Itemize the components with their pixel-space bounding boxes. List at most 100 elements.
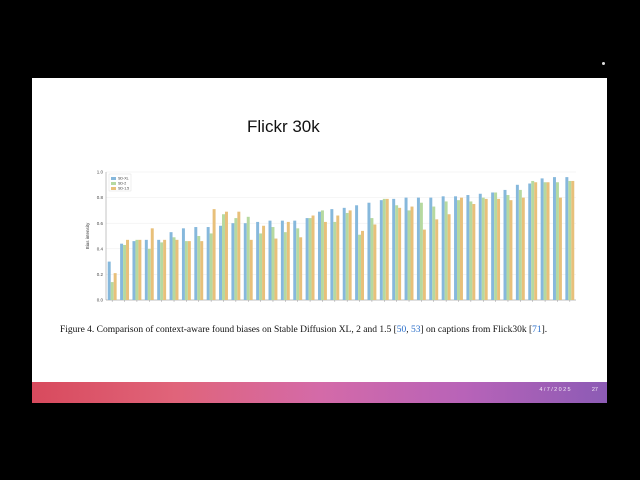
bar-sd-xl	[491, 192, 495, 300]
bar-sd-1-5	[558, 197, 562, 300]
bar-sd-1-5	[311, 215, 315, 300]
legend-label: SD-XL	[118, 177, 129, 181]
bar-sd-xl	[478, 193, 482, 300]
bar-sd-1-5	[175, 239, 179, 300]
bar-sd-2	[296, 228, 300, 300]
y-tick-label: 0.6	[97, 221, 104, 226]
cursor-dot	[602, 62, 605, 65]
bar-sd-1-5	[323, 221, 327, 300]
bar-sd-1-5	[521, 197, 525, 300]
bar-sd-2	[469, 201, 473, 300]
bar-sd-1-5	[571, 180, 575, 300]
bar-sd-xl	[120, 243, 124, 300]
bar-sd-xl	[503, 189, 507, 300]
bar-sd-2	[172, 237, 176, 300]
bar-sd-1-5	[348, 210, 352, 300]
bar-sd-2	[160, 242, 164, 300]
bar-sd-1-5	[546, 182, 550, 300]
legend-swatch	[111, 187, 116, 190]
bar-sd-xl	[169, 232, 173, 300]
bar-sd-1-5	[200, 241, 204, 300]
bar-sd-1-5	[497, 198, 501, 300]
bar-sd-2	[543, 182, 547, 300]
legend-label: SD-1.5	[118, 187, 129, 191]
bar-sd-2	[271, 227, 275, 300]
bar-sd-2	[457, 200, 460, 300]
bar-sd-1-5	[163, 239, 167, 300]
bar-sd-1-5	[286, 221, 290, 300]
bar-sd-xl	[379, 200, 383, 300]
bar-sd-1-5	[484, 198, 488, 300]
bar-sd-2	[506, 195, 510, 300]
bar-sd-xl	[330, 209, 334, 300]
bar-sd-xl	[317, 211, 321, 300]
bar-sd-2	[234, 218, 238, 300]
bar-sd-xl	[243, 223, 247, 300]
bar-sd-2	[518, 189, 522, 300]
footer-gradient-bar	[32, 382, 607, 403]
bar-sd-1-5	[299, 237, 303, 300]
citation-link-a[interactable]: 50	[396, 325, 407, 335]
bar-sd-2	[494, 192, 498, 300]
bar-sd-1-5	[459, 197, 463, 300]
legend-label: SD-2	[118, 182, 126, 186]
bar-sd-2	[197, 236, 201, 300]
bar-sd-2	[419, 202, 423, 300]
y-tick-label: 1.0	[97, 170, 104, 175]
bar-sd-xl	[355, 205, 359, 300]
bar-sd-1-5	[138, 239, 142, 300]
bar-sd-xl	[528, 183, 532, 300]
y-axis-label: Bias intensity	[85, 222, 90, 249]
page-number: 27	[591, 387, 598, 393]
bar-sd-2	[555, 182, 559, 300]
bar-sd-1-5	[187, 241, 191, 300]
bar-sd-2	[333, 221, 337, 300]
bar-sd-2	[382, 198, 386, 300]
bar-sd-1-5	[113, 273, 117, 300]
bar-sd-1-5	[472, 204, 476, 300]
bar-sd-xl	[429, 197, 433, 300]
bar-sd-1-5	[435, 219, 439, 300]
bar-sd-1-5	[274, 238, 278, 300]
bar-sd-xl	[441, 196, 445, 300]
caption-prefix: Figure 4. Comparison of context-aware fo…	[60, 325, 397, 335]
bar-sd-2	[568, 180, 572, 300]
citation-link-b[interactable]: 53	[411, 325, 421, 335]
bar-sd-2	[370, 218, 374, 300]
bar-sd-2	[259, 233, 263, 300]
bar-sd-2	[481, 197, 485, 300]
bar-sd-xl	[256, 221, 260, 300]
bar-sd-2	[184, 241, 188, 300]
bar-sd-2	[283, 232, 287, 300]
y-tick-label: 0.0	[97, 298, 104, 303]
bar-sd-xl	[231, 223, 235, 300]
bar-sd-1-5	[534, 182, 538, 300]
bar-sd-xl	[305, 218, 309, 300]
bar-sd-1-5	[212, 209, 216, 300]
bar-sd-xl	[466, 195, 470, 300]
citation-link-c[interactable]: 71	[532, 325, 542, 335]
bar-sd-xl	[206, 227, 210, 300]
bar-sd-1-5	[126, 239, 130, 300]
bar-sd-2	[147, 248, 151, 300]
bar-sd-2	[246, 216, 250, 300]
bar-sd-2	[222, 214, 225, 300]
bar-sd-xl	[454, 196, 458, 300]
bar-sd-xl	[194, 227, 198, 300]
caption-end: ].	[541, 325, 548, 335]
bar-sd-xl	[268, 220, 272, 300]
bar-sd-1-5	[224, 211, 228, 300]
bar-sd-1-5	[361, 230, 365, 300]
bar-sd-2	[110, 282, 114, 300]
bar-sd-2	[432, 206, 436, 300]
bar-sd-2	[395, 205, 399, 300]
bar-sd-xl	[540, 178, 544, 300]
bar-sd-2	[135, 239, 139, 300]
bar-sd-xl	[416, 197, 420, 300]
bar-sd-2	[407, 210, 411, 300]
bar-sd-1-5	[447, 214, 451, 300]
legend-swatch	[111, 177, 116, 180]
bar-sd-xl	[144, 239, 148, 300]
bar-sd-2	[308, 218, 312, 300]
